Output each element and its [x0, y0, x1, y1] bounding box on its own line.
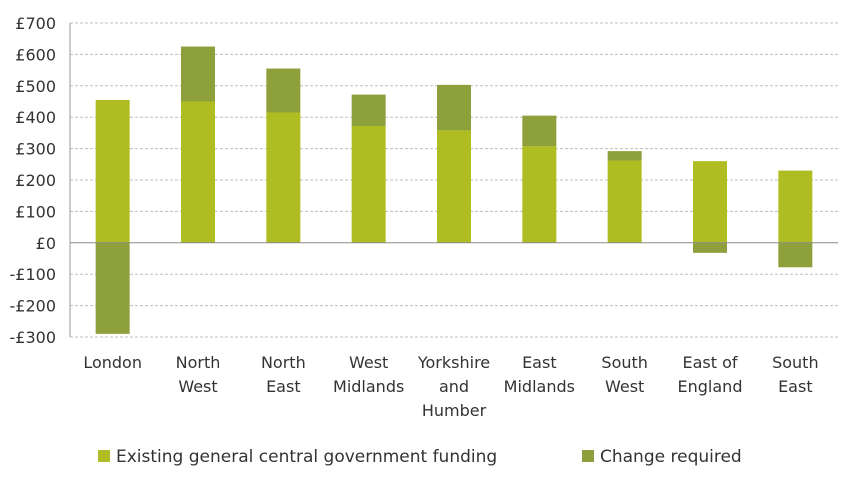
- bar-existing-funding: [437, 130, 471, 243]
- bars: [95, 46, 813, 334]
- x-category-label: London: [83, 353, 142, 372]
- bar-change-required: [351, 94, 386, 126]
- x-category-label: North West: [176, 353, 221, 396]
- y-tick-label: £0: [36, 234, 56, 253]
- y-tick-label: £300: [15, 140, 56, 159]
- y-tick-label: £700: [15, 14, 56, 33]
- x-category-label: East Midlands: [504, 353, 575, 396]
- legend-label-existing-funding: Existing general central government fund…: [116, 447, 497, 467]
- bar-existing-funding: [778, 170, 813, 243]
- y-tick-label: £400: [15, 108, 56, 127]
- bar-existing-funding: [95, 99, 130, 243]
- bar-change-required: [181, 46, 215, 102]
- bar-change-required: [693, 242, 727, 253]
- y-tick-label: £100: [15, 202, 56, 221]
- bar-change-required: [522, 115, 557, 147]
- bar-change-required: [778, 242, 813, 268]
- bar-existing-funding: [607, 160, 642, 243]
- x-category-label: East of England: [678, 353, 743, 396]
- legend: Existing general central government fund…: [98, 447, 742, 467]
- y-tick-label: -£300: [10, 328, 57, 347]
- bar-change-required: [437, 84, 471, 131]
- bar-change-required: [95, 242, 130, 334]
- bar-change-required: [266, 68, 301, 113]
- x-category-label: South East: [772, 353, 819, 396]
- bar-existing-funding: [181, 101, 215, 243]
- x-category-label: Yorkshire and Humber: [417, 353, 490, 420]
- legend-swatch-change-required: [582, 450, 594, 462]
- x-category-label: West Midlands: [333, 353, 404, 396]
- y-axis: £700 £600 £500 £400 £300 £200 £100 £0 -£100 -£200…: [10, 14, 71, 347]
- bar-change-required: [607, 151, 642, 161]
- y-tick-label: -£100: [10, 265, 57, 284]
- y-tick-label: £600: [15, 45, 56, 64]
- x-category-label: South West: [601, 353, 648, 396]
- y-tick-label: £200: [15, 171, 56, 190]
- y-tick-label: -£200: [10, 297, 57, 316]
- bar-existing-funding: [351, 125, 386, 243]
- bar-existing-funding: [522, 146, 557, 243]
- legend-swatch-existing-funding: [98, 450, 110, 462]
- bar-existing-funding: [266, 112, 301, 243]
- x-axis: London North West North East West Midlands York…: [83, 353, 818, 420]
- bar-existing-funding: [693, 161, 727, 243]
- y-tick-label: £500: [15, 77, 56, 96]
- legend-label-change-required: Change required: [600, 447, 742, 467]
- x-category-label: North East: [261, 353, 306, 396]
